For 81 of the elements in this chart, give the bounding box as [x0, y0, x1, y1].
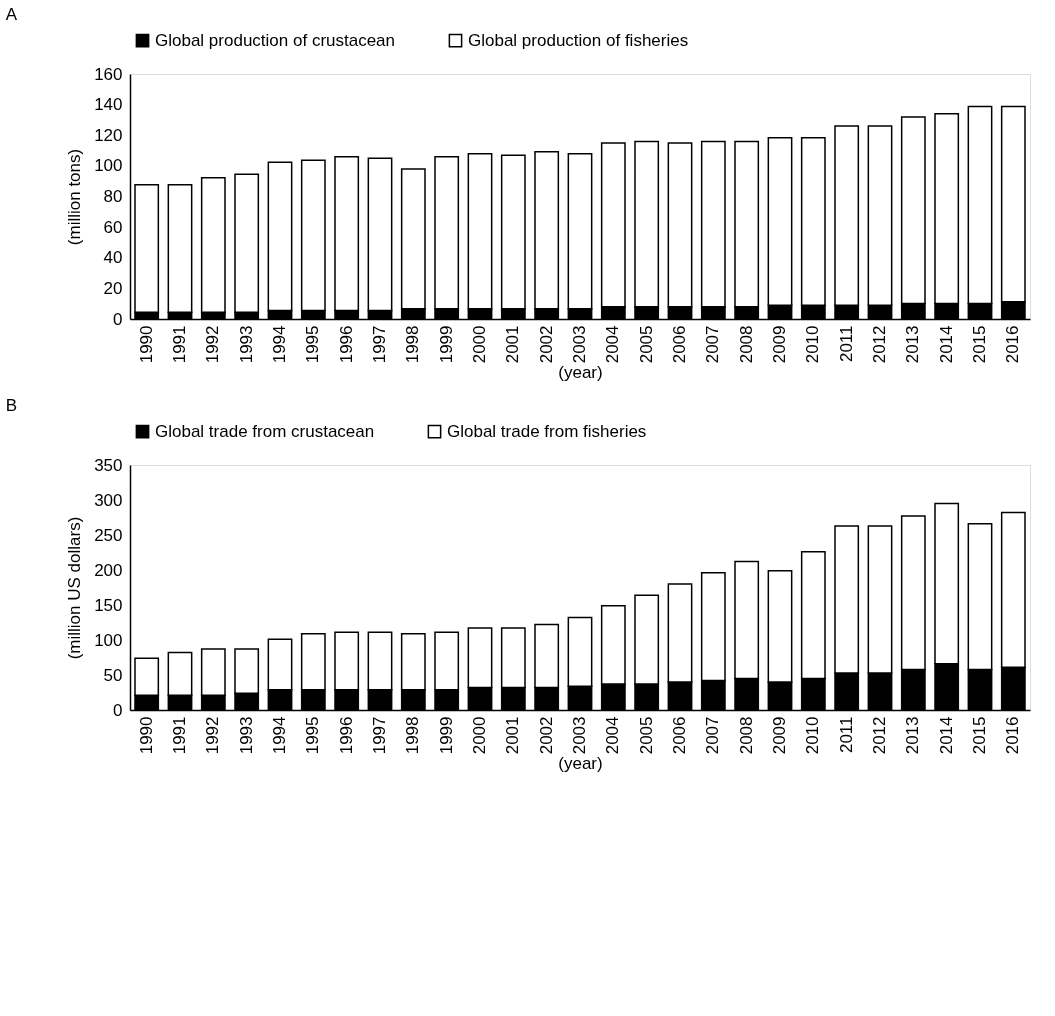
x-axis-title: (year): [558, 363, 603, 383]
x-tick-label: 2000: [470, 325, 489, 364]
y-axis-title: (million tons): [65, 148, 85, 246]
y-tick-label: 200: [94, 560, 123, 580]
x-tick-label: 2003: [570, 325, 589, 364]
x-tick-label: 2005: [636, 716, 656, 755]
x-tick-label: 2004: [603, 325, 623, 364]
x-tick-label: 2012: [870, 325, 889, 364]
y-tick-label: 350: [94, 455, 123, 475]
y-axis-title: (million US dollars): [65, 516, 85, 660]
y-tick-label: 50: [103, 665, 123, 685]
x-tick-label: 1995: [303, 325, 323, 364]
x-tick-label: 2006: [670, 716, 689, 755]
x-tick-label: 1999: [436, 325, 456, 364]
y-tick-label: 60: [103, 217, 123, 237]
x-tick-label: 2002: [536, 716, 556, 755]
x-tick-label: 2013: [903, 716, 923, 755]
x-tick-label: 2002: [536, 325, 556, 364]
y-tick-label: 20: [103, 278, 123, 298]
x-tick-label: 2007: [703, 716, 723, 755]
x-tick-label: 2014: [936, 325, 956, 364]
x-tick-label: 2014: [936, 716, 956, 755]
y-tick-label: 160: [94, 64, 123, 84]
y-tick-label: 250: [94, 525, 123, 545]
x-tick-label: 2001: [503, 716, 523, 755]
y-tick-label: 80: [103, 187, 123, 206]
x-axis-title: (year): [558, 754, 603, 774]
x-tick-label: 2005: [636, 325, 656, 364]
x-tick-label: 2013: [903, 325, 923, 364]
legend-label: Global production of fisheries: [468, 30, 689, 50]
y-tick-label: 300: [94, 490, 123, 510]
x-tick-label: 1992: [203, 325, 223, 364]
x-tick-label: 2015: [970, 325, 989, 364]
y-tick-label: 0: [113, 700, 123, 720]
chart-title: B: [5, 396, 17, 415]
x-tick-label: 2007: [703, 325, 723, 364]
x-tick-label: 1990: [136, 716, 156, 755]
x-tick-label: 2010: [803, 716, 823, 755]
x-tick-label: 1991: [170, 716, 189, 755]
x-tick-label: 2015: [970, 716, 989, 755]
x-tick-label: 2001: [503, 325, 523, 364]
x-tick-label: 2008: [736, 716, 756, 755]
x-tick-label: 1993: [236, 325, 256, 364]
y-tick-label: 100: [94, 630, 123, 650]
y-tick-label: 100: [94, 156, 123, 176]
x-tick-label: 1997: [370, 716, 389, 755]
x-tick-label: 1990: [136, 325, 156, 364]
x-tick-label: 2004: [603, 716, 623, 755]
legend-label: Global trade from fisheries: [447, 421, 647, 441]
x-tick-label: 1997: [370, 325, 389, 364]
x-tick-label: 1991: [170, 325, 189, 364]
x-tick-label: 1992: [203, 716, 223, 755]
y-tick-label: 40: [103, 248, 123, 268]
x-tick-label: 1999: [436, 716, 456, 755]
x-tick-label: 2011: [836, 716, 856, 754]
x-tick-label: 1995: [303, 716, 323, 755]
legend-label: Global production of crustacean: [155, 30, 396, 50]
y-tick-label: 120: [94, 125, 123, 145]
x-tick-label: 1996: [336, 325, 356, 364]
x-tick-label: 2016: [1003, 716, 1023, 755]
x-tick-label: 2011: [836, 325, 856, 363]
x-tick-label: 2000: [470, 716, 489, 755]
x-tick-label: 1998: [403, 716, 423, 755]
y-tick-label: 150: [94, 595, 123, 615]
x-tick-label: 2009: [770, 716, 789, 755]
chart-title: A: [5, 5, 18, 24]
x-tick-label: 2009: [770, 325, 789, 364]
x-tick-label: 2006: [670, 325, 689, 364]
x-tick-label: 2012: [870, 716, 889, 755]
x-tick-label: 2016: [1003, 325, 1023, 364]
x-tick-label: 1998: [403, 325, 423, 364]
x-tick-label: 2003: [570, 716, 589, 755]
y-tick-label: 0: [113, 309, 123, 329]
x-tick-label: 1994: [270, 716, 289, 755]
legend-label: Global trade from crustacean: [155, 421, 375, 441]
y-tick-label: 140: [94, 95, 123, 115]
x-tick-label: 2008: [736, 325, 756, 364]
x-tick-label: 1993: [236, 716, 256, 755]
x-tick-label: 1996: [336, 716, 356, 755]
x-tick-label: 2010: [803, 325, 823, 364]
x-tick-label: 1994: [270, 325, 289, 364]
